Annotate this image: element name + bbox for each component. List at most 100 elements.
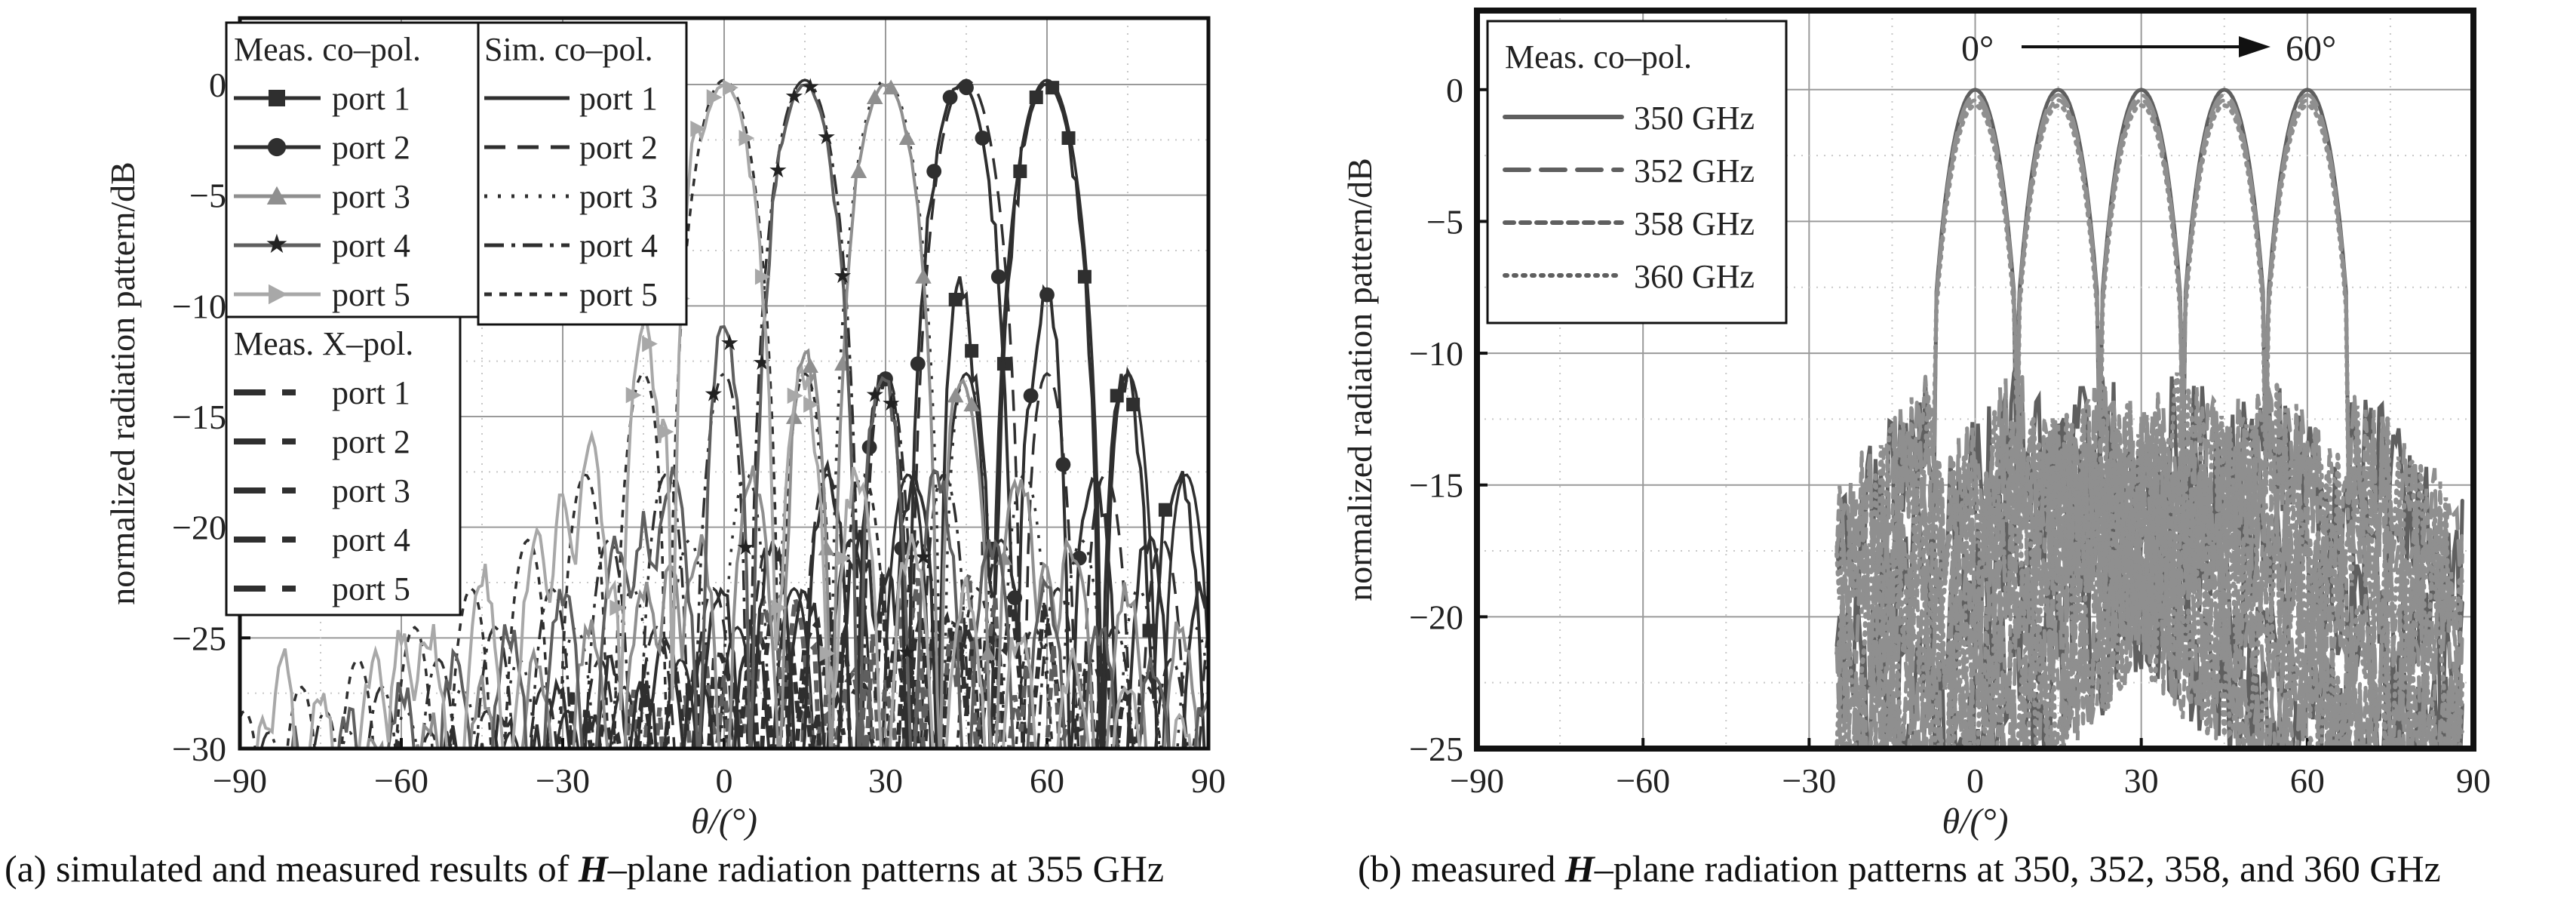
legend-entry: port 2 — [579, 129, 658, 166]
markers-meas-co-pol-port3 — [785, 79, 1012, 660]
tick-label-y: −25 — [172, 619, 226, 657]
tick-label-y: 0 — [1446, 71, 1463, 109]
marker-square — [1077, 269, 1091, 284]
tick-label-x: 60 — [2290, 761, 2325, 800]
marker-circle — [975, 131, 990, 146]
tick-label-x: 30 — [868, 761, 903, 800]
legend-entry: port 5 — [579, 276, 658, 313]
legend-entry: 350 GHz — [1634, 100, 1755, 137]
chart-b-plot-area — [1835, 88, 2465, 749]
marker-star: ★ — [800, 75, 820, 99]
tick-label-y: −20 — [1409, 598, 1463, 636]
marker-star: ★ — [784, 85, 804, 109]
marker-circle — [1007, 590, 1023, 606]
tick-label-x: −90 — [1450, 761, 1504, 800]
marker-triangle-right — [819, 645, 836, 662]
tick-label-y: −25 — [1409, 730, 1463, 768]
legend-entry: 358 GHz — [1634, 205, 1755, 242]
series-beam-curve — [1835, 103, 2378, 749]
chart-a-ylabel: normalized radiation pattern/dB — [103, 161, 142, 605]
marker-square — [1126, 398, 1141, 412]
marker-square — [1061, 131, 1076, 145]
marker-circle — [910, 356, 926, 371]
marker-star: ★ — [265, 229, 289, 259]
marker-triangle — [802, 358, 818, 374]
legend-title: Meas. co–pol. — [1505, 38, 1692, 75]
marker-star: ★ — [720, 331, 739, 355]
marker-triangle-right — [706, 89, 723, 106]
legend-entry: port 3 — [332, 178, 410, 215]
series-sim-co-pol-port5 — [240, 78, 1208, 749]
marker-triangle — [266, 186, 287, 204]
chart-a-xlabel: θ/(°) — [691, 801, 757, 841]
marker-triangle-right — [690, 120, 707, 137]
legend-title: Meas. co–pol. — [234, 31, 421, 68]
tick-label-x: 30 — [2124, 761, 2159, 800]
chart-b-frame — [1474, 8, 2476, 752]
series-360-ghz — [1835, 103, 2465, 749]
legend-title: Sim. co–pol. — [484, 31, 653, 68]
legend-entry: port 3 — [332, 472, 410, 509]
legend-entry: port 4 — [579, 227, 658, 264]
marker-circle — [942, 90, 958, 105]
series-beam-curve — [1872, 103, 2465, 749]
tick-label-x: 0 — [1967, 761, 1984, 800]
annotation-end-label: 60° — [2286, 29, 2336, 69]
marker-circle — [926, 164, 942, 179]
marker-triangle — [866, 89, 883, 104]
tick-label-x: −90 — [213, 761, 267, 800]
legend-entry: port 1 — [332, 374, 410, 411]
tick-label-y: −20 — [172, 509, 226, 547]
chart-b-ylabel: normalized radiation pattern/dB — [1340, 158, 1379, 601]
tick-label-y: −30 — [172, 730, 226, 768]
legend-entry: 352 GHz — [1634, 152, 1755, 189]
legend-entry: port 1 — [332, 80, 410, 117]
marker-triangle-right — [658, 423, 674, 440]
series-beam-curve — [1878, 98, 2464, 749]
legend-entry: 360 GHz — [1634, 258, 1755, 295]
tick-label-x: 90 — [1191, 761, 1226, 800]
tick-label-y: −15 — [172, 398, 226, 436]
legend-meas-x-pol — [225, 315, 462, 617]
marker-circle — [959, 80, 974, 96]
marker-square — [1045, 81, 1060, 95]
marker-triangle-right — [269, 284, 288, 305]
marker-star: ★ — [898, 641, 917, 665]
marker-triangle — [915, 268, 932, 284]
legend-meas-co-pol — [225, 21, 480, 318]
marker-triangle-right — [738, 130, 755, 146]
marker-star: ★ — [865, 383, 885, 407]
legend-entry: port 2 — [332, 129, 410, 166]
chart-a-h-plane-355ghz: −90 −60 −30 0 30 60 90 0 −5 −10 −15 −20 −25 −30 θ/(°) n… — [103, 16, 1226, 841]
marker-triangle — [850, 163, 867, 179]
marker-triangle — [883, 79, 899, 95]
marker-square — [1013, 165, 1027, 179]
marker-triangle-right — [642, 335, 658, 352]
series-beam-curve — [1835, 103, 2463, 749]
marker-triangle — [898, 130, 916, 145]
marker-square — [1029, 90, 1043, 104]
legend-entry: port 4 — [332, 521, 410, 558]
caption-a: (a) simulated and measured results of H–… — [5, 847, 1165, 890]
chart-b-annotation: 0° 60° — [1961, 29, 2336, 69]
legend-sim-co-pol — [477, 21, 688, 326]
marker-triangle — [947, 387, 964, 403]
caption-b: (b) measured H–plane radiation patterns … — [1358, 847, 2441, 890]
legend-title: Meas. X–pol. — [234, 325, 413, 362]
marker-triangle — [963, 396, 980, 412]
chart-b-xlabel: θ/(°) — [1942, 801, 2008, 841]
tick-label-y: −10 — [172, 287, 226, 325]
series-sim-co-pol-port3 — [340, 78, 1208, 749]
legend-entry: port 2 — [332, 423, 410, 460]
marker-square — [948, 293, 963, 307]
marker-star: ★ — [817, 125, 837, 149]
tick-label-x: −30 — [536, 761, 590, 800]
marker-triangle-right — [803, 396, 819, 413]
annotation-arrow-head — [2239, 36, 2271, 57]
tick-label-y: −5 — [1426, 202, 1463, 241]
legend-entry: port 5 — [332, 570, 410, 607]
marker-triangle-right — [771, 599, 788, 617]
marker-star: ★ — [768, 158, 788, 183]
legend-entry: port 3 — [579, 178, 658, 215]
